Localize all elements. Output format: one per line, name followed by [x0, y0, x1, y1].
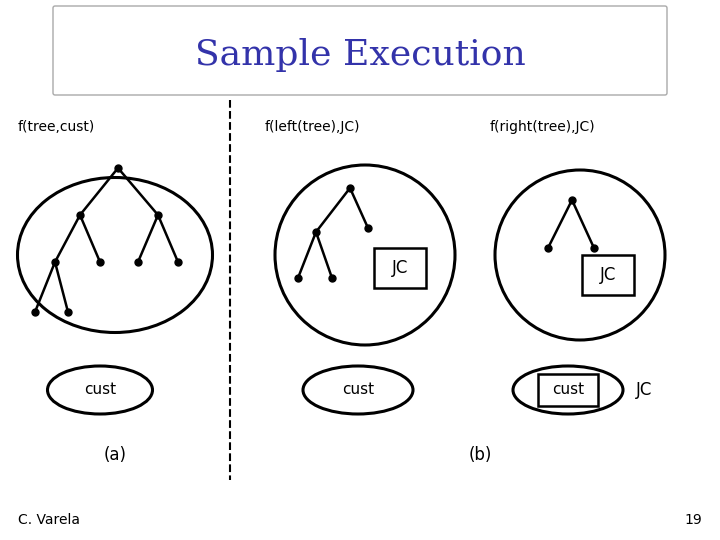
- Text: 19: 19: [684, 513, 702, 527]
- Text: JC: JC: [600, 266, 616, 284]
- Text: f(left(tree),JC): f(left(tree),JC): [265, 120, 361, 134]
- Bar: [374, 248, 426, 288]
- Text: JC: JC: [392, 259, 408, 277]
- Text: f(tree,cust): f(tree,cust): [18, 120, 95, 134]
- Bar: [582, 255, 634, 295]
- Text: f(right(tree),JC): f(right(tree),JC): [490, 120, 595, 134]
- Bar: [538, 374, 598, 406]
- Text: cust: cust: [342, 382, 374, 397]
- Text: Sample Execution: Sample Execution: [194, 38, 526, 72]
- Text: (b): (b): [468, 446, 492, 464]
- Text: JC: JC: [636, 381, 652, 399]
- FancyBboxPatch shape: [53, 6, 667, 95]
- Text: cust: cust: [552, 382, 584, 397]
- Text: (a): (a): [104, 446, 127, 464]
- Text: C. Varela: C. Varela: [18, 513, 80, 527]
- Text: cust: cust: [84, 382, 116, 397]
